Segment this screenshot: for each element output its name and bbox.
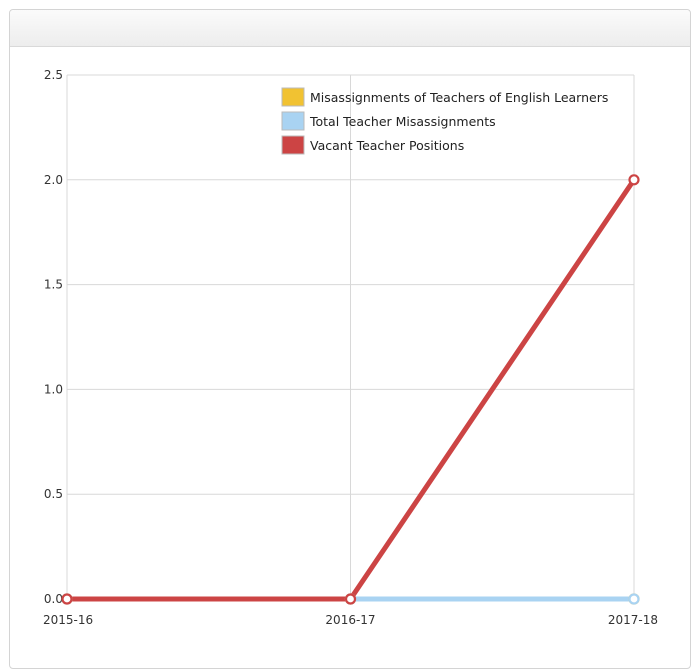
x-tick-label: 2016-17 bbox=[325, 613, 375, 627]
y-tick-label: 2.0 bbox=[44, 173, 63, 187]
x-axis: 2015-16 2016-17 2017-18 bbox=[43, 613, 658, 627]
legend-swatch[interactable] bbox=[281, 135, 305, 155]
legend[interactable]: Misassignments of Teachers of English Le… bbox=[281, 87, 608, 155]
y-axis: 0.0 0.5 1.0 1.5 2.0 2.5 bbox=[44, 68, 63, 606]
grid-lines bbox=[66, 74, 635, 600]
legend-swatch[interactable] bbox=[281, 111, 305, 131]
x-tick-label: 2015-16 bbox=[43, 613, 93, 627]
data-point[interactable] bbox=[628, 174, 640, 186]
panel-header bbox=[10, 10, 690, 47]
legend-swatch[interactable] bbox=[281, 87, 305, 107]
series-lines bbox=[61, 174, 640, 605]
data-point[interactable] bbox=[628, 593, 640, 605]
y-tick-label: 1.0 bbox=[44, 382, 63, 396]
data-point[interactable] bbox=[344, 593, 357, 605]
legend-label[interactable]: Misassignments of Teachers of English Le… bbox=[310, 90, 608, 105]
legend-label[interactable]: Vacant Teacher Positions bbox=[310, 138, 464, 153]
y-tick-label: 1.5 bbox=[44, 278, 63, 292]
x-tick-label: 2017-18 bbox=[608, 613, 658, 627]
line-chart: 0.0 0.5 1.0 1.5 2.0 2.5 2015-16 2016-17 2017-18… bbox=[43, 68, 658, 627]
legend-label[interactable]: Total Teacher Misassignments bbox=[309, 114, 496, 129]
y-tick-label: 0.5 bbox=[44, 487, 63, 501]
y-tick-label: 2.5 bbox=[44, 68, 63, 82]
y-tick-label: 0.0 bbox=[44, 592, 63, 606]
data-point[interactable] bbox=[61, 593, 73, 605]
